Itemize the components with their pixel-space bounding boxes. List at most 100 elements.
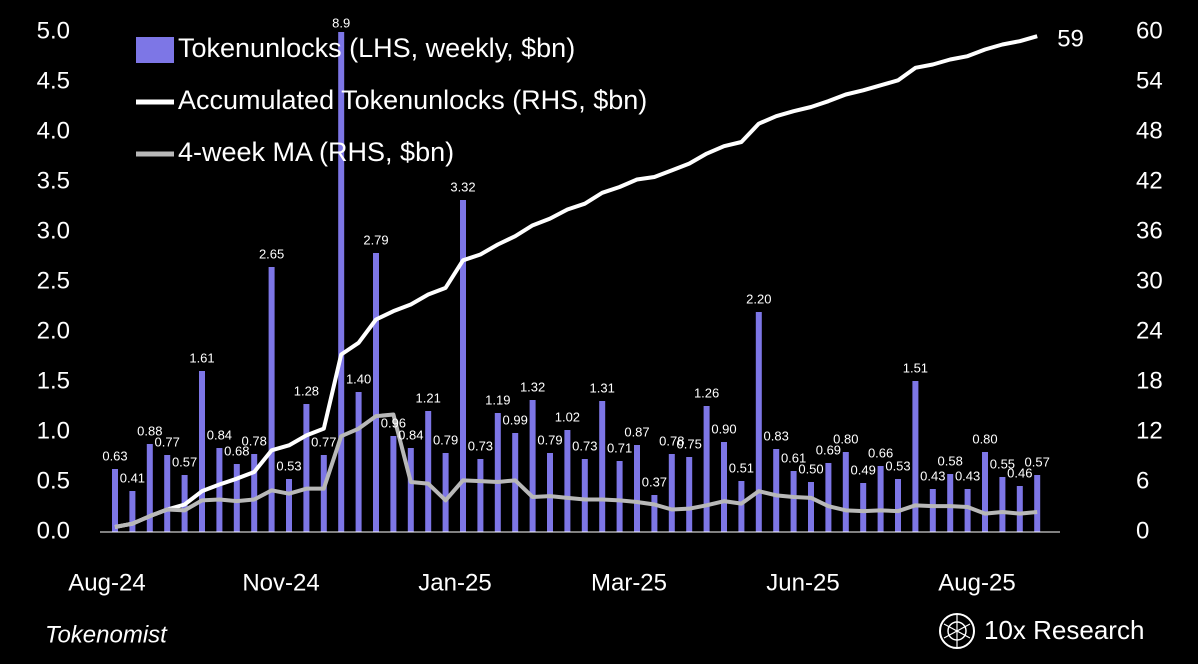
bar [842, 452, 849, 532]
legend-label: Accumulated Tokenunlocks (RHS, $bn) [178, 85, 647, 115]
data-label: 2.65 [259, 246, 284, 261]
bar [599, 401, 606, 532]
data-label: 0.75 [677, 436, 702, 451]
bar [146, 444, 153, 532]
data-label: 0.80 [833, 431, 858, 446]
data-label: 0.71 [607, 440, 632, 455]
bar [251, 454, 258, 532]
data-label: 0.77 [155, 434, 180, 449]
data-label: 1.32 [520, 379, 545, 394]
bar [355, 392, 362, 532]
data-label: 1.26 [694, 385, 719, 400]
data-label: 0.66 [868, 445, 893, 460]
data-label: 0.41 [120, 470, 145, 485]
data-label: 0.63 [102, 448, 127, 463]
y2-tick-label: 54 [1136, 67, 1163, 94]
bar [233, 464, 240, 532]
y-tick-label: 3.5 [37, 167, 70, 194]
y2-tick-label: 6 [1136, 467, 1149, 494]
data-label: 0.84 [398, 427, 423, 442]
bar [286, 479, 292, 532]
data-label: 0.77 [311, 434, 336, 449]
data-label: 0.61 [781, 450, 806, 465]
data-label: 0.50 [798, 461, 823, 476]
data-label: 0.78 [242, 433, 267, 448]
data-label: 0.80 [972, 431, 997, 446]
y2-tick-label: 24 [1136, 317, 1163, 344]
y2-tick-label: 42 [1136, 167, 1163, 194]
data-label: 0.83 [764, 428, 789, 443]
data-label: 0.37 [642, 474, 667, 489]
label-group: 0.630.410.880.770.571.610.840.680.782.65… [102, 15, 1050, 489]
data-label: 0.88 [137, 423, 162, 438]
bar [651, 495, 658, 532]
data-label: 0.79 [537, 432, 562, 447]
data-label: 0.87 [624, 424, 649, 439]
y2-tick-label: 18 [1136, 367, 1163, 394]
line-group [114, 34, 1038, 529]
data-label: 0.90 [711, 421, 736, 436]
bar [999, 477, 1006, 532]
bar [425, 411, 432, 532]
y-tick-label: 5.0 [37, 17, 70, 44]
source: Tokenomist [45, 621, 168, 648]
end-annotation: 59 [1057, 26, 1084, 53]
bar [755, 312, 762, 532]
bar [581, 459, 588, 532]
bar [303, 404, 310, 532]
bar [877, 466, 884, 532]
line [114, 34, 1038, 529]
bar [721, 442, 727, 532]
bar [790, 471, 797, 532]
y-tick-label: 0.0 [37, 517, 70, 544]
x-tick-label: Aug-24 [68, 569, 145, 596]
bar [808, 482, 814, 532]
bar [547, 453, 553, 532]
legend-label: Tokenunlocks (LHS, weekly, $bn) [178, 33, 575, 63]
data-label: 1.19 [485, 392, 510, 407]
data-label: 0.53 [276, 458, 301, 473]
data-label: 0.96 [381, 415, 406, 430]
y-tick-label: 4.5 [37, 67, 70, 94]
bar [825, 463, 832, 532]
bar-group [112, 32, 1041, 532]
legend-swatch [136, 37, 174, 63]
y-tick-label: 0.5 [37, 467, 70, 494]
data-label: 0.58 [938, 453, 963, 468]
data-label: 0.78 [659, 433, 684, 448]
bar [929, 489, 936, 532]
y2-tick-label: 0 [1136, 517, 1149, 544]
bar [494, 413, 501, 532]
bar [564, 430, 571, 532]
data-label: 0.68 [224, 443, 249, 458]
x-tick-label: Jan-25 [418, 569, 491, 596]
data-label: 0.99 [503, 412, 528, 427]
y-tick-label: 1.5 [37, 367, 70, 394]
bar [738, 481, 745, 532]
bar [773, 449, 780, 532]
bar [112, 469, 118, 532]
x-tick-label: Mar-25 [591, 569, 667, 596]
x-tick-label: Jun-25 [766, 569, 839, 596]
data-label: 0.73 [468, 438, 493, 453]
bar [947, 474, 954, 532]
bar [216, 448, 223, 532]
bar [407, 448, 414, 532]
data-label: 0.55 [990, 456, 1015, 471]
data-label: 0.46 [1007, 465, 1032, 480]
y-tick-label: 2.5 [37, 267, 70, 294]
bar [320, 455, 327, 532]
bar [129, 491, 136, 532]
bar [668, 454, 675, 532]
data-label: 0.57 [172, 454, 197, 469]
y2-tick-label: 12 [1136, 417, 1163, 444]
bar [477, 459, 484, 532]
brand-logo [939, 613, 975, 649]
data-label: 0.73 [572, 438, 597, 453]
data-label: 1.51 [903, 360, 928, 375]
bar [982, 452, 988, 532]
brand: 10x Research [984, 615, 1144, 645]
bar [460, 200, 466, 532]
